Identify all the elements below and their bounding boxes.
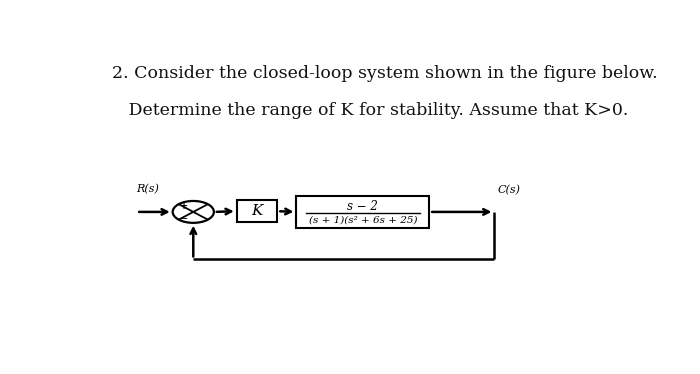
Text: s − 2: s − 2 — [347, 200, 378, 213]
Bar — [296, 196, 429, 228]
Text: +: + — [180, 202, 188, 211]
Text: 2. Consider the closed-loop system shown in the figure below.: 2. Consider the closed-loop system shown… — [112, 65, 657, 82]
Text: Determine the range of K for stability. Assume that K>0.: Determine the range of K for stability. … — [112, 102, 629, 119]
Text: K: K — [251, 204, 262, 218]
Text: C(s): C(s) — [497, 185, 520, 195]
Text: (s + 1)(s² + 6s + 25): (s + 1)(s² + 6s + 25) — [309, 215, 417, 224]
Text: R(s): R(s) — [136, 184, 159, 194]
Text: −: − — [179, 214, 189, 224]
Bar — [237, 200, 277, 222]
